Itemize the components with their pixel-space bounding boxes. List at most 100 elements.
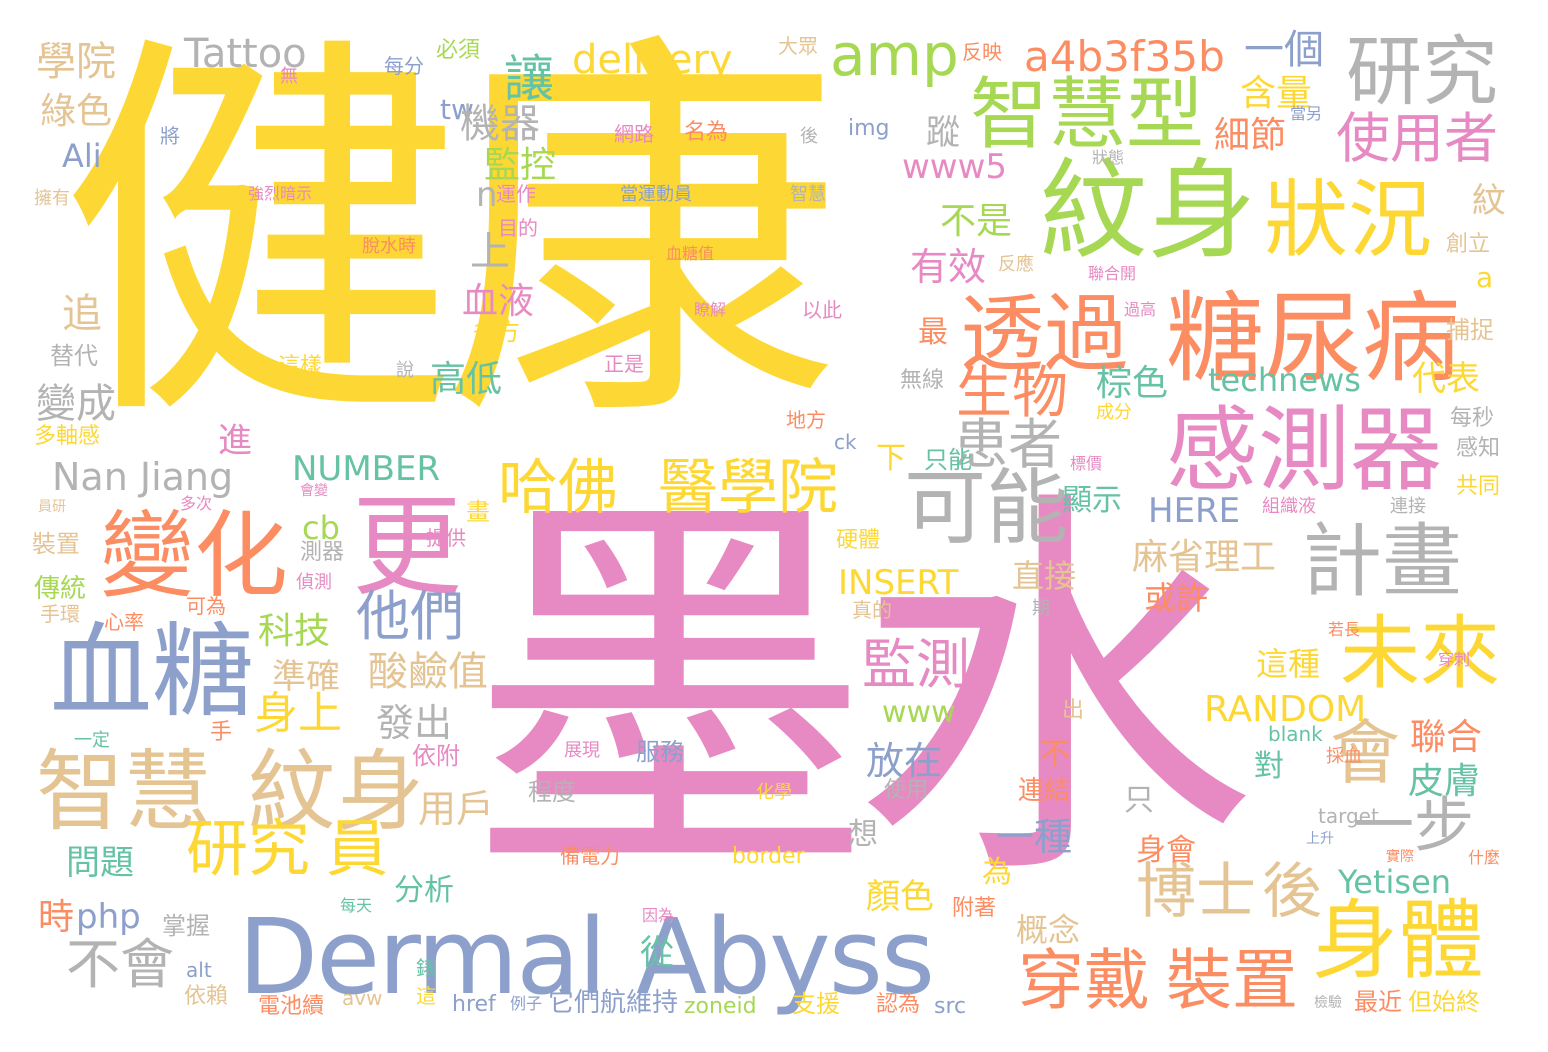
word: 上 [470,229,510,275]
word: 研究 [1346,27,1498,116]
word: img [848,116,890,141]
word: 必須 [436,38,481,63]
word: 機器 [460,101,540,147]
word: 智慧 [36,740,213,843]
word: 細節 [1214,115,1287,156]
word: 麻省理工 [1132,537,1277,578]
word: 使用者 [1336,107,1498,170]
word: 紋 [1472,181,1506,221]
word: 以此 [802,298,842,322]
word: a4b3f35b [1024,32,1225,81]
word: 偵測 [296,572,332,593]
word: 一種 [996,815,1073,859]
word: 連結 [1018,776,1071,806]
word: 哈佛 [498,453,618,523]
word: 高低 [430,359,503,400]
word: 手 [210,720,233,745]
word: 裝置 [1166,942,1298,1019]
word: 不會 [66,933,174,996]
word: 程度 [528,778,576,806]
word: 手環 [40,602,80,626]
word: RANDOM [1204,689,1367,730]
word: zoneid [684,994,757,1019]
word: Tattoo [184,31,307,77]
word: 穿刺 [1438,650,1471,669]
word: 展現 [564,740,600,761]
word: 用戶 [418,787,495,831]
word: n [476,175,498,215]
word: 一定 [74,730,110,751]
word: href [452,992,496,1017]
word: 例子 [510,994,543,1013]
word: www5 [902,147,1008,187]
word: 聯合 [1410,717,1483,758]
word: 研究 [186,812,311,885]
word: 當另 [1290,104,1323,123]
word: Yetisen [1338,863,1452,901]
word: 錶 [416,956,436,980]
word: 或許 [1144,579,1209,617]
word: 進 [218,421,252,461]
word: 多方 [472,318,520,346]
word: HERE [1148,491,1241,531]
word: 瞭解 [694,300,727,319]
word: 更 [352,483,462,611]
word: 成分 [1096,402,1132,423]
word: 採血 [1326,746,1362,767]
word: NUMBER [292,449,441,489]
word: 依賴 [184,984,229,1009]
word: 墨水 [468,459,1256,929]
word: 服務 [636,738,684,766]
word: 組織液 [1262,496,1316,517]
word: 狀況 [1264,171,1433,269]
word: 支援 [792,990,840,1018]
word: 大眾 [778,34,818,58]
word: 有效 [910,245,987,289]
word: 航維持 [600,988,679,1018]
word: ck [834,430,857,454]
word: www [882,695,956,730]
word: 真的 [852,598,892,622]
word: 脫水時 [362,236,416,257]
word: 可能 [904,461,1069,556]
word: 提供 [426,526,466,550]
word: 他們 [356,585,464,648]
word: 這種 [1256,645,1321,683]
word: 傳統 [34,574,87,604]
word: 它們 [548,988,601,1018]
word: 若長 [1328,620,1361,639]
word: 概念 [1016,911,1081,949]
word: 捕捉 [1446,316,1494,344]
word: 從 [640,933,674,973]
word: 皮膚 [1408,761,1481,802]
word: 依附 [412,742,460,770]
word: 每秒 [1450,406,1495,431]
word: 身上 [254,688,342,739]
word: 博士 [1136,857,1256,927]
word: 血糖值 [666,244,715,263]
word: 這 [416,984,436,1008]
word: 科技 [258,611,331,652]
word: 監測 [862,633,970,696]
word: 患者 [954,413,1062,476]
word: 糖尿病 [1166,282,1461,396]
word: 紋身 [1040,149,1257,274]
word: 監控 [484,145,557,186]
word: 變成 [36,381,116,427]
word: 連接 [1390,496,1426,517]
word: 顯示 [1062,483,1122,518]
word: 綠色 [40,91,113,132]
word: 認為 [876,992,921,1017]
word: 當運動員 [620,184,692,205]
word: 正是 [604,352,644,376]
word: 最 [918,315,948,350]
word: 附著 [952,896,997,921]
word: 後 [800,126,818,147]
word: amp [830,21,959,89]
word: 心率 [104,610,144,634]
word: 使用 [884,778,929,803]
word: 畫 [466,498,490,526]
word: 追 [62,291,102,337]
word: 標價 [1070,454,1103,473]
